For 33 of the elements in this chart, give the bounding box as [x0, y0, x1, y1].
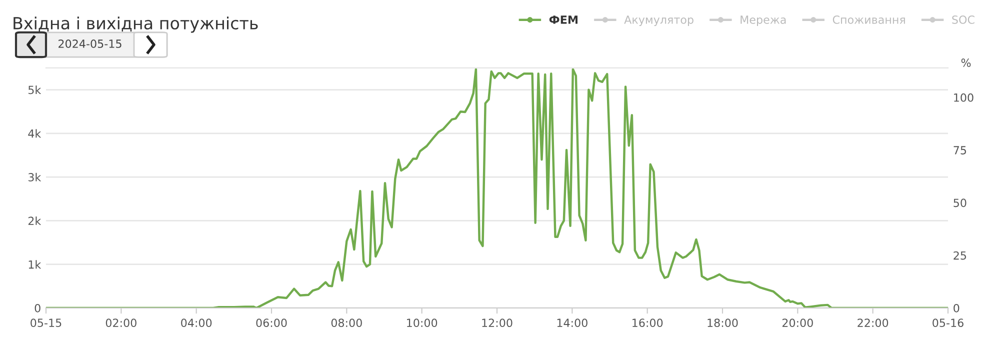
x-tick-label: 18:00 — [708, 318, 738, 328]
x-tick-label: 02:00 — [106, 318, 136, 328]
x-tick-label: 14:00 — [557, 318, 588, 328]
y-tick-label: 5k — [28, 86, 42, 94]
chart-title: Вхідна і вихідна потужність — [14, 16, 258, 33]
legend-label: ФЕМ — [549, 16, 578, 24]
y2-tick-label: 75 — [954, 146, 966, 154]
x-tick-label: 05-15 — [30, 318, 62, 328]
legend-label: Акумулятор — [624, 16, 694, 26]
y2-tick-label: 25 — [954, 251, 966, 260]
text: 2024-05-15 — [58, 40, 122, 48]
y-tick-label: 0 — [34, 304, 40, 312]
y-tick-label: 2k — [28, 216, 42, 225]
x-tick-label: 12:00 — [482, 318, 512, 328]
y2-tick-label: 100 — [954, 93, 974, 102]
x-tick-label: 10:00 — [407, 318, 438, 328]
y-tick-label: 3k — [28, 172, 42, 182]
y-tick-label: 1k — [28, 260, 42, 269]
legend-label: SOC — [952, 15, 974, 24]
x-tick-label: 20:00 — [782, 318, 813, 328]
x-tick-label: 06:00 — [256, 318, 287, 328]
legend-label: Споживання — [832, 15, 905, 24]
y-tick-label: 4k — [28, 129, 42, 138]
x-tick-label: 08:00 — [331, 318, 362, 328]
y2-axis-title: % — [961, 58, 971, 67]
x-tick-label: 16:00 — [632, 318, 663, 328]
x-tick-label: 04:00 — [181, 318, 212, 328]
x-tick-label: 22:00 — [858, 318, 888, 328]
line-series — [46, 68, 948, 308]
x-tick-label: 05-16 — [932, 318, 964, 328]
y2-tick-label: 0 — [954, 304, 960, 312]
legend-label: Мережа — [740, 16, 786, 26]
y2-tick-label: 50 — [954, 198, 966, 208]
